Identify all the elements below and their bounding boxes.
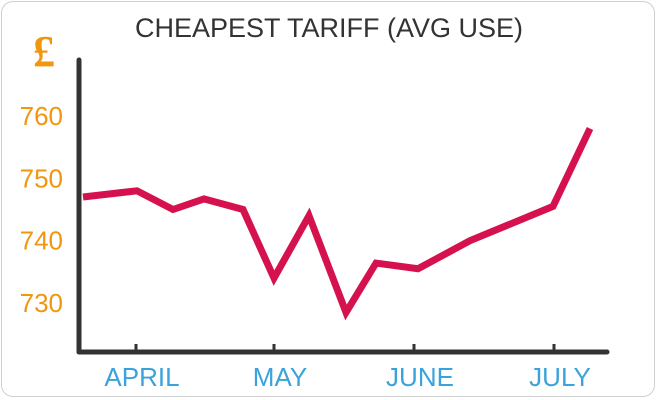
x-tick-label: APRIL [104,362,179,392]
series-line [82,126,594,321]
y-tick-label: 730 [20,288,63,318]
y-tick-label: 750 [20,163,63,193]
x-tick-label: JUNE [386,362,454,392]
currency-symbol: £ [33,27,55,76]
y-tick-label: 760 [20,101,63,131]
x-tick-label: JULY [529,362,591,392]
chart-title: CHEAPEST TARIFF (AVG USE) [134,13,524,43]
y-tick-label: 740 [20,226,63,256]
x-tick-label: MAY [253,362,307,392]
